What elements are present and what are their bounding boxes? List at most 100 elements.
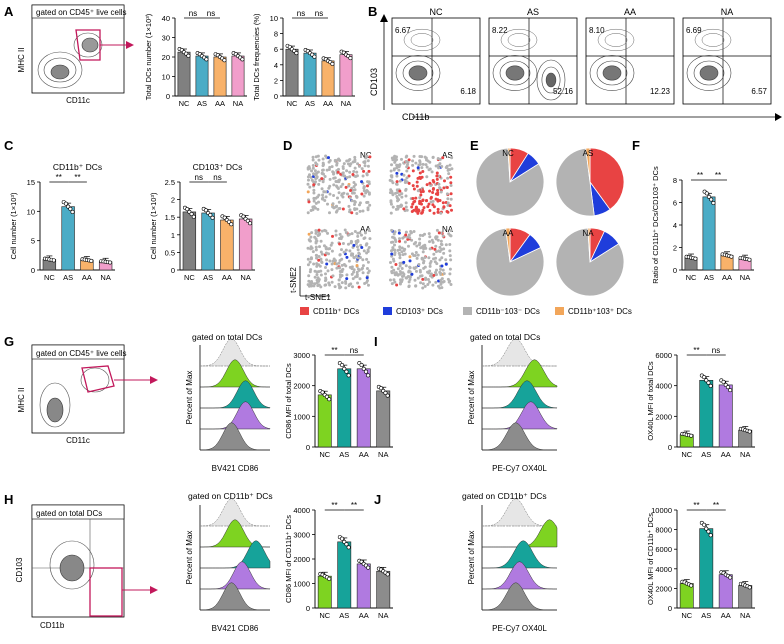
tsne-point xyxy=(314,155,318,159)
x-tick-label: NC xyxy=(287,99,298,108)
tsne-point xyxy=(428,240,432,244)
tsne-point xyxy=(450,156,454,160)
tsne-point xyxy=(354,183,358,187)
tsne-point xyxy=(407,174,411,178)
tsne-point xyxy=(317,193,321,197)
x-tick-label: NA xyxy=(100,273,110,282)
data-point xyxy=(366,373,371,378)
hist-ylabel: Percent of Max xyxy=(185,531,194,585)
tsne-point xyxy=(389,169,393,173)
tsne-point xyxy=(433,247,437,251)
tsne-point xyxy=(407,285,411,289)
tsne-point xyxy=(412,154,416,158)
y-tick-label: 2000 xyxy=(655,412,672,421)
tsne-point xyxy=(325,262,329,266)
tsne-point xyxy=(414,209,418,213)
tsne-point xyxy=(358,277,362,281)
data-point xyxy=(320,390,325,395)
tsne-point xyxy=(307,200,311,204)
tsne-point xyxy=(396,267,400,271)
tsne-point xyxy=(408,266,412,270)
tsne-point xyxy=(317,255,321,259)
tsne-point xyxy=(337,282,341,286)
tsne-point xyxy=(321,196,325,200)
tsne-point xyxy=(407,280,411,284)
tsne-point xyxy=(338,236,342,240)
tsne-point xyxy=(448,242,452,246)
tsne-point xyxy=(334,229,338,233)
tsne-point xyxy=(338,206,342,210)
y-tick-label: 0 xyxy=(673,266,677,275)
data-point xyxy=(70,209,75,214)
tsne-point xyxy=(392,232,396,236)
tsne-point xyxy=(368,203,372,207)
tsne-point xyxy=(333,158,337,162)
data-point xyxy=(702,522,707,527)
x-tick-label: AA xyxy=(359,450,369,459)
tsne-point xyxy=(412,187,416,191)
tsne-point xyxy=(328,259,332,263)
tsne-point xyxy=(355,259,359,263)
tsne-point xyxy=(390,254,394,258)
tsne-point xyxy=(326,231,330,235)
tsne-point xyxy=(441,234,445,238)
x-tick-label: NA xyxy=(341,99,351,108)
tsne-point xyxy=(352,270,356,274)
tsne-label: AA xyxy=(360,225,371,234)
flow-plot-a: gated on CD45⁺ live cells MHC II CD11c xyxy=(17,4,134,105)
data-point xyxy=(344,369,349,374)
tsne-point xyxy=(394,158,398,162)
histogram-curve xyxy=(481,338,557,367)
tsne-point xyxy=(441,156,445,160)
tsne-point xyxy=(389,211,393,215)
tsne-point xyxy=(413,278,417,282)
tsne-point xyxy=(405,154,409,158)
tsne-point xyxy=(432,257,436,261)
tsne-point xyxy=(360,192,364,196)
x-tick-label: AA xyxy=(222,273,232,282)
tsne-point xyxy=(411,184,415,188)
data-point xyxy=(241,214,246,219)
tsne-point xyxy=(322,190,326,194)
tsne-point xyxy=(404,264,408,268)
tsne-point xyxy=(408,259,412,263)
tsne-point xyxy=(449,258,453,262)
tsne-nc: NC xyxy=(306,151,372,215)
tsne-point xyxy=(335,204,339,208)
tsne-point xyxy=(355,263,359,267)
tsne-point xyxy=(399,204,403,208)
tsne-point xyxy=(352,268,356,272)
y-axis-label: Total DCs frequencies (%) xyxy=(252,13,261,101)
tsne-point xyxy=(312,205,316,209)
y-tick-label: 0 xyxy=(306,443,310,452)
tsne-point xyxy=(341,267,345,271)
tsne-point xyxy=(330,262,334,266)
tsne-point xyxy=(336,170,340,174)
y-tick-label: 15 xyxy=(27,178,35,187)
tsne-point xyxy=(310,284,314,288)
data-point xyxy=(68,206,73,211)
tsne-point xyxy=(414,284,418,288)
tsne-point xyxy=(415,256,419,260)
tsne-point xyxy=(308,260,312,264)
data-point xyxy=(210,215,215,220)
data-point xyxy=(693,256,698,261)
bar-nc xyxy=(317,394,332,448)
tsne-point xyxy=(397,168,401,172)
y-tick-label: 0.5 xyxy=(165,248,175,257)
tsne-point xyxy=(361,271,365,275)
tsne-point xyxy=(423,155,427,159)
tsne-point xyxy=(395,188,399,192)
tsne-point xyxy=(434,244,438,248)
tsne-point xyxy=(418,237,422,241)
legend-d: CD11b⁺ DCs CD103⁺ DCs CD11b⁻103⁻ DCs CD1… xyxy=(300,307,632,316)
tsne-point xyxy=(328,184,332,188)
data-point xyxy=(385,393,390,398)
tsne-point xyxy=(338,242,342,246)
tsne-label: NA xyxy=(442,225,454,234)
tsne-point xyxy=(405,169,409,173)
sig-label: ns xyxy=(207,9,215,18)
data-point xyxy=(346,373,351,378)
panel-label-f: F xyxy=(632,138,640,153)
